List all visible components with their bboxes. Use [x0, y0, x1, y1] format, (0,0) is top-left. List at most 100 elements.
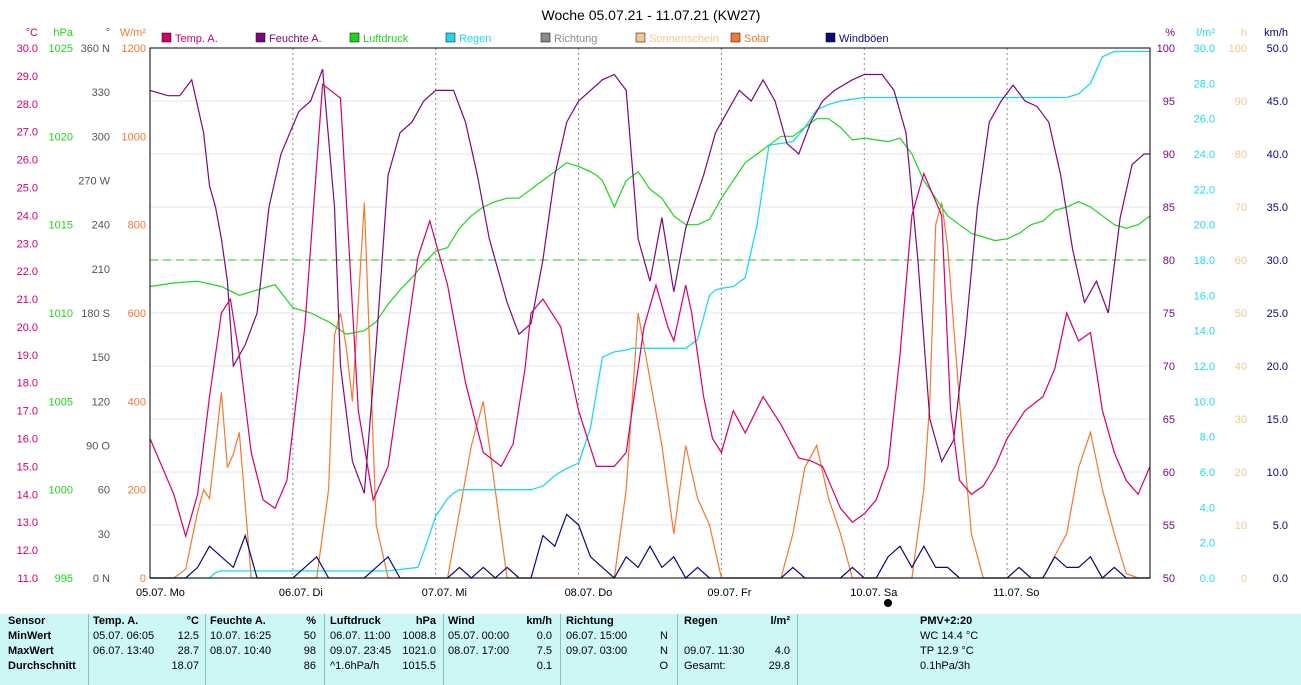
- feuchte-unit: %: [306, 615, 316, 627]
- direction-tick-label: 300: [92, 131, 110, 143]
- temp-tick-label: 25.0: [17, 182, 38, 194]
- legend-label: Richtung: [554, 33, 597, 45]
- rain-tick-label: 18.0: [1194, 255, 1215, 267]
- temp-tick-label: 13.0: [17, 517, 38, 529]
- pmv-tp: TP 12.9 °C: [920, 645, 974, 657]
- wind-tick-label: 50.0: [1267, 43, 1288, 55]
- temp-max-time: 06.07. 13:40: [93, 645, 155, 657]
- x-tick-label: 10.07. Sa: [850, 587, 898, 599]
- wind-column: Wind km/h 05.07. 00:00 0.0 08.07. 17:00 7.5…: [448, 614, 556, 685]
- weather-chart: Woche 05.07.21 - 11.07.21 (KW27) Temp. A…: [17, 7, 1288, 607]
- rain-tick-label: 24.0: [1194, 149, 1215, 161]
- wind-tick-label: 30.0: [1267, 255, 1288, 267]
- rain-tick-label: 10.0: [1194, 396, 1215, 408]
- rain-tick-label: 2.0: [1200, 538, 1215, 550]
- direction-tick-label: 150: [92, 352, 110, 364]
- rain-unit-label: l/m²: [1197, 27, 1216, 39]
- rain-tick-label: 26.0: [1194, 114, 1215, 126]
- rain-tick-label: 8.0: [1200, 432, 1215, 444]
- solar-unit-label: W/m²: [120, 27, 147, 39]
- direction-tick-label: 90 O: [86, 441, 110, 453]
- direction-tick-label: 120: [92, 396, 110, 408]
- grid: [150, 48, 1150, 578]
- pmv-column: PMV+2:20 WC 14.4 °C TP 12.9 °C 0.1hPa/3h: [920, 614, 1060, 685]
- temp-tick-label: 29.0: [17, 71, 38, 83]
- pressure-tick-label: 1015: [49, 220, 73, 232]
- temp-tick-label: 20.0: [17, 322, 38, 334]
- wind-unit-label: km/h: [1264, 27, 1288, 39]
- marker-dot: [884, 599, 892, 607]
- temp-tick-label: 28.0: [17, 99, 38, 111]
- richtung-max-value: N: [660, 645, 668, 657]
- legend-label: Solar: [744, 33, 770, 45]
- col-divider: [205, 614, 206, 685]
- humidity-tick-label: 60: [1163, 467, 1175, 479]
- humidity-unit-label: %: [1165, 27, 1175, 39]
- regen-max-time: 09.07. 11:30: [684, 645, 745, 657]
- legend-swatch: [349, 32, 360, 43]
- pressure-tick-label: 1010: [49, 308, 73, 320]
- wind-max-time: 08.07. 17:00: [448, 645, 510, 657]
- sensor-column: Sensor MinWert MaxWert Durchschnitt: [8, 614, 88, 685]
- direction-tick-label: 360 N: [81, 43, 110, 55]
- row-label-min: MinWert: [8, 630, 52, 642]
- regen-total-value: 29.8: [768, 660, 790, 672]
- humidity-tick-label: 65: [1163, 414, 1175, 426]
- solar-tick-label: 800: [128, 220, 146, 232]
- temp-header: Temp. A.: [93, 615, 139, 627]
- humidity-tick-label: 70: [1163, 361, 1175, 373]
- sun-tick-label: 30: [1235, 414, 1247, 426]
- row-label-avg: Durchschnitt: [8, 660, 76, 672]
- col-divider: [324, 614, 325, 685]
- humidity-tick-label: 85: [1163, 202, 1175, 214]
- rain-tick-label: 6.0: [1200, 467, 1215, 479]
- x-tick-label: 06.07. Di: [279, 587, 323, 599]
- x-tick-label: 08.07. Do: [565, 587, 613, 599]
- wind-tick-label: 35.0: [1267, 202, 1288, 214]
- humidity-tick-label: 55: [1163, 520, 1175, 532]
- legend-label: Regen: [459, 33, 491, 45]
- legend-swatch: [540, 32, 551, 43]
- sun-tick-label: 10: [1235, 520, 1247, 532]
- pressure-tick-label: 1020: [49, 131, 73, 143]
- wind-tick-label: 0.0: [1273, 573, 1288, 585]
- luftdruck-min-value: 1008.8: [402, 630, 436, 642]
- x-tick-label: 09.07. Fr: [707, 587, 751, 599]
- legend-label: Windböen: [839, 33, 889, 45]
- luftdruck-header: Luftdruck: [330, 615, 381, 627]
- temp-tick-label: 16.0: [17, 434, 38, 446]
- temp-unit: °C: [186, 615, 199, 627]
- series-line-solar: [150, 202, 1150, 579]
- luftdruck-min-time: 06.07. 11:00: [330, 630, 391, 642]
- wind-min-time: 05.07. 00:00: [448, 630, 510, 642]
- legend: Temp. A. Feuchte A. Luftdruck Regen Richtung…: [161, 32, 889, 45]
- regen-column: Regen l/m² 09.07. 11:30 4.0 Gesamt: 29.8: [684, 614, 794, 685]
- sun-tick-label: 40: [1235, 361, 1247, 373]
- summary-table: Sensor MinWert MaxWert Durchschnitt Temp…: [0, 614, 1301, 685]
- wind-tick-label: 10.0: [1267, 467, 1288, 479]
- col-divider: [443, 614, 444, 685]
- solar-tick-label: 400: [128, 396, 146, 408]
- regen-max-value: 4.0: [774, 645, 790, 657]
- richtung-min-time: 06.07. 15:00: [566, 630, 628, 642]
- rain-tick-label: 4.0: [1200, 502, 1215, 514]
- series-line-windben: [150, 513, 1150, 579]
- luftdruck-trend: ^1.6hPa/h: [330, 660, 380, 672]
- luftdruck-column: Luftdruck hPa 06.07. 11:00 1008.8 09.07. 2…: [330, 614, 440, 685]
- wind-unit: km/h: [526, 615, 552, 627]
- richtung-column: Richtung 06.07. 15:00 N 09.07. 03:00 N O: [566, 614, 672, 685]
- legend-swatch: [825, 32, 836, 43]
- sun-tick-label: 80: [1235, 149, 1247, 161]
- series-line-luftdruck: [149, 118, 1151, 335]
- temp-tick-label: 17.0: [17, 406, 38, 418]
- temp-tick-label: 27.0: [17, 127, 38, 139]
- sun-tick-label: 100: [1229, 43, 1247, 55]
- sun-tick-label: 70: [1235, 202, 1247, 214]
- temp-unit-label: °C: [26, 27, 38, 39]
- legend-swatch: [255, 32, 266, 43]
- temp-column: Temp. A. °C 05.07. 06:05 12.5 06.07. 13:40…: [93, 614, 203, 685]
- sun-tick-label: 90: [1235, 96, 1247, 108]
- temp-tick-label: 12.0: [17, 545, 38, 557]
- solar-tick-label: 200: [128, 485, 146, 497]
- legend-swatch: [635, 32, 646, 43]
